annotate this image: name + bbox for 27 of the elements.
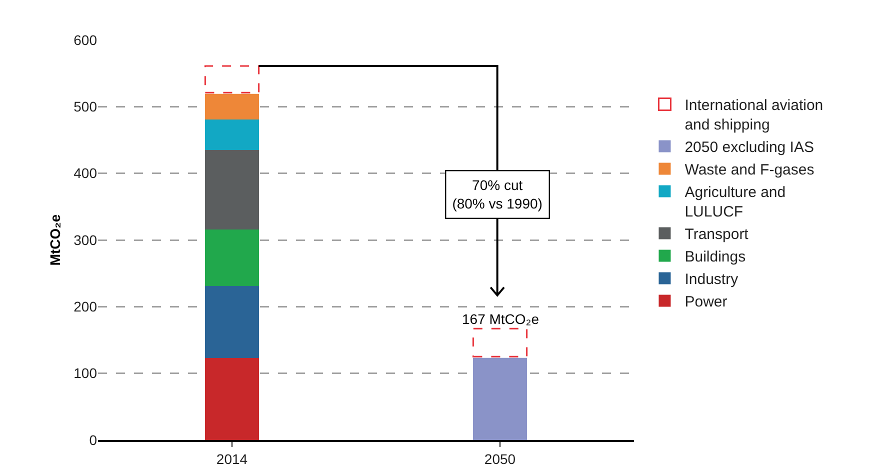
- bar: [205, 229, 259, 286]
- y-tick-label: 400: [74, 165, 98, 182]
- y-tick-label: 0: [89, 432, 98, 448]
- legend-label: Power: [684, 294, 728, 311]
- y-tick-label: 300: [74, 232, 98, 248]
- bar: [205, 150, 259, 230]
- legend-label: Buildings: [684, 248, 746, 266]
- annotation: 70% cut (80% vs 1990): [452, 177, 542, 212]
- bar: [205, 286, 259, 358]
- legend-label: Transport: [684, 226, 750, 244]
- annotation: 167 MtCO₂e: [462, 311, 540, 327]
- bar: [473, 356, 527, 440]
- y-tick-label: 200: [74, 298, 98, 315]
- legend-label: International aviation and shipping: [684, 97, 824, 134]
- x-tick-label: 2050: [484, 450, 516, 467]
- y-axis-title: MtCO₂e: [47, 214, 63, 266]
- legend-label: Waste and F-gases: [684, 162, 814, 179]
- y-tick-label: 100: [74, 365, 98, 382]
- y-tick-label: 600: [74, 32, 98, 48]
- bar: [205, 119, 259, 150]
- legend-label: 2050 excluding IAS: [684, 139, 814, 156]
- x-tick-label: 2014: [216, 450, 248, 467]
- bar: [205, 358, 259, 440]
- y-tick-label: 500: [74, 98, 98, 115]
- bar: [205, 92, 259, 120]
- legend-label: Agriculture and LULUCF: [684, 184, 786, 221]
- legend-label: Industry: [684, 271, 739, 288]
